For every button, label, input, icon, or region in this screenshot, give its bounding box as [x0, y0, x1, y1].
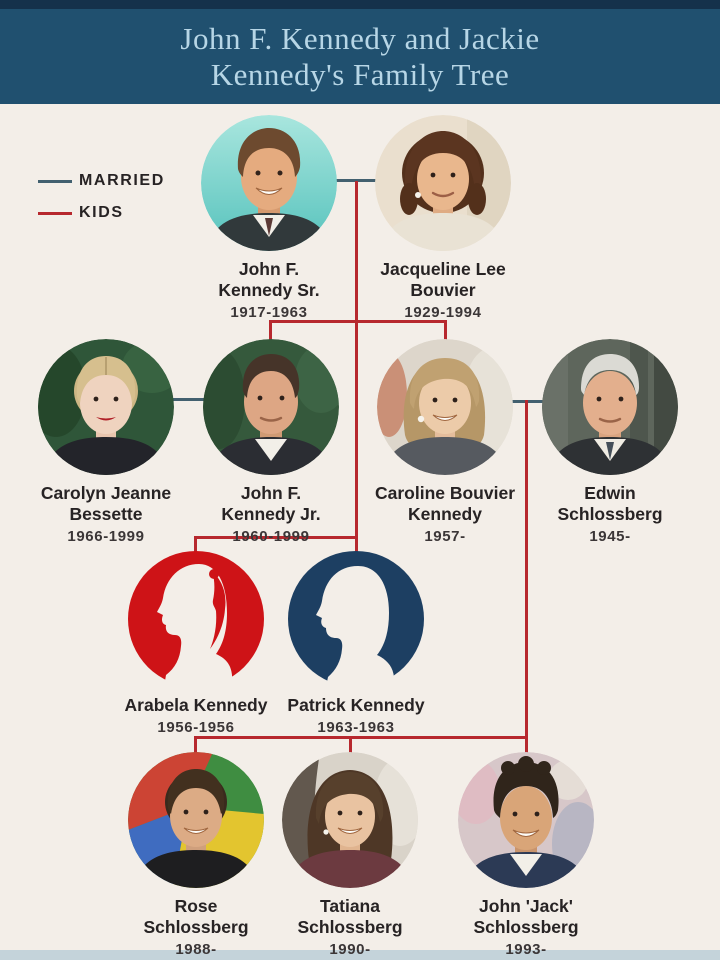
person-dates: 1988-: [175, 941, 217, 958]
person-card-carolyn-jeanne-bessette: Carolyn Jeanne Bessette 1966-1999: [21, 339, 191, 545]
person-dates: 1993-: [505, 941, 547, 958]
kids-drop-jfk-jr: [269, 320, 272, 352]
edwin-schlossberg-photo: [542, 339, 678, 475]
kids-line-main-vertical: [355, 181, 358, 560]
woman-portrait-icon: [128, 752, 264, 888]
person-name: Rose Schlossberg: [143, 896, 249, 937]
kids-line-silhouette-horizontal: [195, 536, 358, 539]
man-portrait-icon: [201, 115, 337, 251]
woman-portrait-icon: [377, 339, 513, 475]
person-name: John 'Jack' Schlossberg: [473, 896, 579, 937]
carolyn-jeanne-bessette-photo: [38, 339, 174, 475]
person-name: Tatiana Schlossberg: [297, 896, 403, 937]
legend-row-married: MARRIED: [38, 172, 165, 190]
person-dates: 1957-: [424, 528, 466, 545]
person-name: Jacqueline Lee Bouvier: [380, 259, 506, 300]
person-name: Patrick Kennedy: [287, 695, 425, 715]
person-dates: 1966-1999: [67, 528, 145, 545]
jacqueline-lee-bouvier-photo: [375, 115, 511, 251]
woman-portrait-icon: [375, 115, 511, 251]
boy-silhouette-icon: [288, 551, 424, 687]
person-card-john-jack-schlossberg: John 'Jack' Schlossberg 1993-: [441, 752, 611, 958]
person-card-edwin-schlossberg: Edwin Schlossberg 1945-: [525, 339, 695, 545]
person-name: Edwin Schlossberg: [557, 483, 663, 524]
legend-kids-label: KIDS: [79, 204, 124, 221]
person-dates: 1929-1994: [404, 304, 482, 321]
top-accent-bar: [0, 0, 720, 9]
person-dates: 1917-1963: [230, 304, 308, 321]
person-dates: 1960-1999: [232, 528, 310, 545]
kids-drop-tatiana: [349, 736, 352, 758]
person-dates: 1945-: [589, 528, 631, 545]
john-jack-schlossberg-photo: [458, 752, 594, 888]
person-dates: 1990-: [329, 941, 371, 958]
kids-drop-caroline: [444, 320, 447, 352]
marriage-line-jfk-jackie: [269, 179, 443, 182]
person-dates: 1956-1956: [157, 719, 235, 736]
john-f-kennedy-jr-photo: [203, 339, 339, 475]
person-name: Caroline Bouvier Kennedy: [374, 483, 516, 524]
john-f-kennedy-sr-photo: [201, 115, 337, 251]
person-name: Arabela Kennedy: [124, 695, 268, 715]
person-card-tatiana-schlossberg: Tatiana Schlossberg 1990-: [265, 752, 435, 958]
person-card-patrick-kennedy: Patrick Kennedy 1963-1963: [271, 551, 441, 736]
person-card-rose-schlossberg: Rose Schlossberg 1988-: [111, 752, 281, 958]
person-name: John F. Kennedy Jr.: [221, 483, 321, 524]
kids-line-swatch: [38, 211, 72, 215]
kids-line-schlossberg-vertical: [525, 400, 528, 758]
man-portrait-icon: [203, 339, 339, 475]
bottom-accent-bar: [0, 950, 720, 960]
person-name: John F. Kennedy Sr.: [218, 259, 320, 300]
patrick-kennedy-silhouette: [288, 551, 424, 687]
page-title: John F. Kennedy and Jackie Kennedy's Fam…: [180, 20, 540, 92]
married-line-swatch: [38, 179, 72, 183]
girl-silhouette-icon: [128, 551, 264, 687]
person-card-john-f-kennedy-jr: John F. Kennedy Jr. 1960-1999: [186, 339, 356, 545]
caroline-bouvier-kennedy-photo: [377, 339, 513, 475]
kids-drop-rose: [194, 736, 197, 758]
man-portrait-icon: [458, 752, 594, 888]
person-name: Carolyn Jeanne Bessette: [40, 483, 172, 524]
person-card-jacqueline-lee-bouvier: Jacqueline Lee Bouvier 1929-1994: [358, 115, 528, 321]
marriage-line-carolyn-jfkjr: [106, 398, 271, 401]
woman-portrait-icon: [38, 339, 174, 475]
kids-drop-arabela: [194, 536, 197, 560]
header-banner: John F. Kennedy and Jackie Kennedy's Fam…: [0, 9, 720, 104]
person-card-caroline-bouvier-kennedy: Caroline Bouvier Kennedy 1957-: [360, 339, 530, 545]
man-portrait-icon: [542, 339, 678, 475]
legend: MARRIED KIDS: [38, 172, 165, 236]
rose-schlossberg-photo: [128, 752, 264, 888]
legend-row-kids: KIDS: [38, 204, 165, 222]
person-dates: 1963-1963: [317, 719, 395, 736]
kids-line-gen3-horizontal: [195, 736, 528, 739]
legend-married-label: MARRIED: [79, 172, 165, 189]
person-card-john-f-kennedy-sr: John F. Kennedy Sr. 1917-1963: [184, 115, 354, 321]
kids-line-gen2-horizontal: [269, 320, 447, 323]
tatiana-schlossberg-photo: [282, 752, 418, 888]
person-card-arabela-kennedy: Arabela Kennedy 1956-1956: [111, 551, 281, 736]
woman-portrait-icon: [282, 752, 418, 888]
arabela-kennedy-silhouette: [128, 551, 264, 687]
